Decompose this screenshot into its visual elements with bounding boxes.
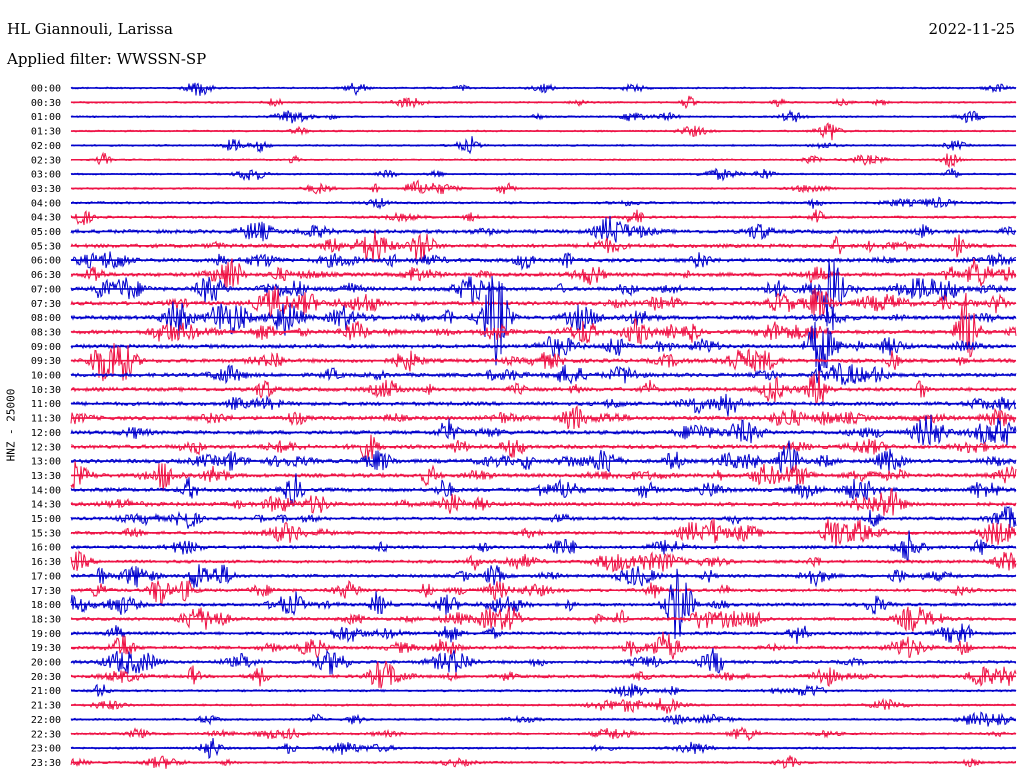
- time-tick-label: 15:30: [31, 528, 61, 539]
- time-tick-label: 08:00: [31, 313, 61, 324]
- time-tick-label: 04:30: [31, 213, 61, 224]
- time-tick-label: 13:30: [31, 471, 61, 482]
- seismic-trace-0630: [70, 258, 1017, 289]
- time-tick-label: 17:00: [31, 571, 61, 582]
- time-tick-label: 16:30: [31, 557, 61, 568]
- time-tick-label: 05:00: [31, 227, 61, 238]
- time-tick-label: 06:30: [31, 270, 61, 281]
- time-tick-label: 10:00: [31, 371, 61, 382]
- time-tick-label: 11:00: [31, 399, 61, 410]
- time-tick-label: 10:30: [31, 385, 61, 396]
- time-tick-label: 03:00: [31, 170, 61, 181]
- time-tick-label: 12:00: [31, 428, 61, 439]
- seismic-trace-1500: [70, 505, 1017, 529]
- time-tick-label: 13:00: [31, 457, 61, 468]
- time-tick-label: 09:00: [31, 342, 61, 353]
- seismic-trace-1100: [70, 393, 1017, 417]
- time-tick-label: 04:00: [31, 198, 61, 209]
- seismic-trace-0930: [70, 343, 1017, 382]
- time-tick-label: 18:30: [31, 614, 61, 625]
- date-label: 2022-11-25: [928, 20, 1015, 38]
- time-tick-label: 02:30: [31, 155, 61, 166]
- time-tick-label: 07:00: [31, 284, 61, 295]
- time-tick-label: 02:00: [31, 141, 61, 152]
- time-tick-label: 22:00: [31, 715, 61, 726]
- time-tick-label: 17:30: [31, 586, 61, 597]
- time-tick-label: 00:30: [31, 98, 61, 109]
- seismic-trace-1000: [70, 362, 1017, 386]
- time-tick-label: 14:30: [31, 500, 61, 511]
- time-tick-label: 05:30: [31, 241, 61, 252]
- seismic-trace-0900: [70, 321, 1017, 380]
- time-tick-label: 11:30: [31, 414, 61, 425]
- time-tick-label: 15:00: [31, 514, 61, 525]
- time-tick-label: 21:00: [31, 686, 61, 697]
- time-tick-label: 01:00: [31, 112, 61, 123]
- seismic-trace-1730: [70, 579, 1017, 607]
- time-tick-label: 06:00: [31, 256, 61, 267]
- seismic-trace-1600: [70, 530, 1017, 562]
- seismic-trace-0000: [70, 82, 1017, 97]
- time-tick-label: 03:30: [31, 184, 61, 195]
- time-tick-label: 20:30: [31, 672, 61, 683]
- time-tick-label: 00:00: [31, 84, 61, 95]
- station-title: HL Giannouli, Larissa: [7, 20, 173, 38]
- time-tick-label: 23:30: [31, 758, 61, 769]
- time-tick-label: 19:00: [31, 629, 61, 640]
- time-tick-label: 07:30: [31, 299, 61, 310]
- time-tick-label: 09:30: [31, 356, 61, 367]
- time-tick-label: 01:30: [31, 127, 61, 138]
- filter-label: Applied filter: WWSSN-SP: [7, 50, 207, 68]
- time-tick-label: 23:00: [31, 744, 61, 755]
- seismic-trace-0330: [70, 179, 1017, 195]
- time-tick-label: 19:30: [31, 643, 61, 654]
- time-tick-label: 12:30: [31, 442, 61, 453]
- time-tick-label: 21:30: [31, 701, 61, 712]
- seismic-trace-0500: [70, 215, 1017, 243]
- time-tick-label: 16:00: [31, 543, 61, 554]
- seismic-trace-0800: [70, 276, 1017, 366]
- time-tick-label: 14:00: [31, 485, 61, 496]
- time-tick-label: 20:00: [31, 658, 61, 669]
- time-tick-label: 08:30: [31, 327, 61, 338]
- seismic-trace-1200: [70, 414, 1017, 446]
- time-tick-label: 18:00: [31, 600, 61, 611]
- time-tick-label: 22:30: [31, 729, 61, 740]
- seismic-trace-1930: [70, 631, 1017, 660]
